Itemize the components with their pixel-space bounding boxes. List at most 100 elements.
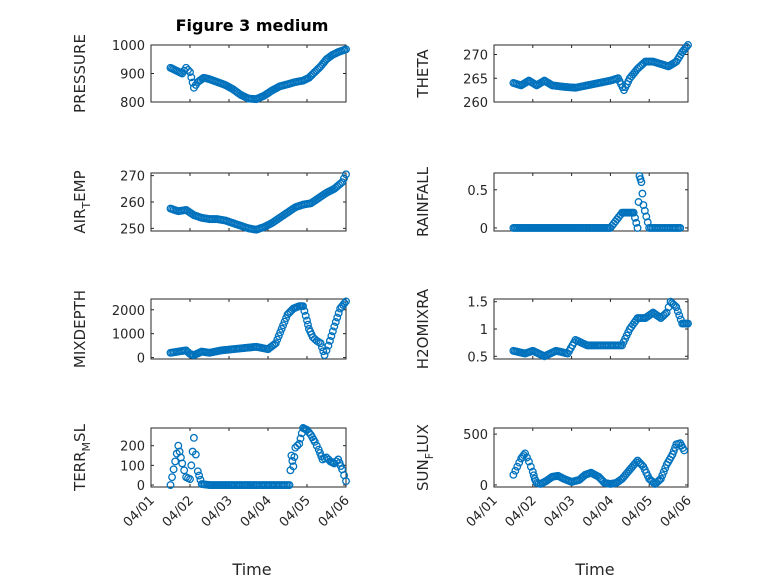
data-point [524, 457, 533, 466]
data-point [171, 457, 180, 466]
data-point [187, 73, 196, 82]
data-point [291, 443, 300, 452]
data-point [523, 453, 531, 462]
data-point [277, 324, 286, 333]
data-point [293, 441, 302, 450]
subplot-3: 250 260 270 AIRTEMP [71, 170, 350, 237]
y-tick-label: 1 [480, 323, 488, 338]
y-axis-label: MIXDEPTH [71, 290, 89, 368]
data-point [166, 481, 175, 489]
axes-frame [150, 427, 347, 488]
data-point [279, 321, 288, 330]
data-point [324, 341, 333, 350]
data-point [288, 456, 297, 465]
data-point [680, 446, 689, 455]
data-point [513, 462, 522, 471]
series-markers [166, 297, 350, 360]
x-tick-label: 04/03 [541, 493, 578, 530]
data-point [631, 213, 639, 222]
data-point [319, 347, 328, 356]
data-point [526, 462, 535, 471]
y-tick-label: 200 [120, 440, 145, 455]
y-tick-label: 900 [120, 68, 145, 83]
data-point [182, 63, 191, 72]
data-point [340, 174, 348, 183]
data-point [330, 322, 339, 331]
data-point [289, 462, 298, 471]
data-point [325, 336, 334, 345]
y-tick-label: 270 [120, 170, 145, 185]
y-tick-label: 800 [120, 96, 145, 111]
data-point [637, 178, 646, 187]
data-point [334, 309, 343, 317]
data-point [322, 346, 331, 355]
y-tick-label: 265 [463, 72, 488, 87]
data-point [195, 471, 204, 480]
y-axis-label-rest: LUX [414, 424, 432, 453]
data-point [186, 475, 194, 484]
data-point [342, 297, 350, 306]
data-point [184, 65, 192, 74]
data-point [322, 453, 331, 462]
series-markers [166, 424, 350, 489]
data-point [342, 170, 350, 179]
y-axis-label: TERRMSL [71, 423, 93, 492]
data-point [676, 223, 685, 232]
data-point [515, 458, 524, 467]
data-point [684, 319, 692, 328]
y-tick-label: 1.5 [467, 296, 488, 311]
y-tick-label: 0 [137, 479, 145, 494]
data-point [186, 68, 194, 77]
y-tick-label: 0 [137, 352, 145, 367]
data-point [327, 332, 336, 341]
y-tick-label: 1000 [112, 328, 145, 343]
data-point [632, 218, 641, 227]
data-point [320, 351, 329, 360]
data-point [629, 208, 638, 217]
data-point [299, 302, 308, 311]
figure-title: Figure 3 medium [176, 16, 329, 35]
y-axis-label-rest: SL [71, 423, 89, 442]
series-markers [509, 41, 692, 95]
data-point [312, 441, 321, 450]
series-markers [509, 172, 685, 232]
data-point [658, 471, 667, 480]
data-point [672, 303, 681, 312]
data-point [274, 332, 283, 341]
data-point [180, 466, 189, 475]
data-point [528, 467, 537, 476]
x-tick-label: 04/06 [658, 493, 695, 530]
y-axis-label-main: AIR [71, 209, 89, 234]
data-point [189, 433, 198, 442]
data-point [655, 313, 664, 321]
data-point [310, 437, 319, 446]
y-axis-label-main: TERR [71, 451, 89, 492]
y-tick-label: 0.5 [467, 184, 488, 199]
data-point [521, 449, 529, 458]
data-point [331, 318, 340, 326]
data-point [316, 339, 325, 348]
data-point [276, 328, 285, 337]
x-tick-label: 04/02 [503, 493, 540, 530]
data-point [340, 299, 349, 308]
y-tick-label: 1000 [112, 39, 145, 54]
data-point [273, 335, 282, 344]
data-point [633, 223, 642, 232]
data-point [296, 434, 305, 443]
data-point [301, 311, 310, 320]
data-point [684, 41, 692, 49]
x-tick-label: 04/05 [619, 493, 656, 530]
axes-frame [493, 44, 689, 103]
data-point [338, 178, 347, 187]
data-point [342, 45, 350, 54]
axes-frame [493, 172, 689, 232]
y-axis-label-sub: F [423, 453, 436, 459]
subplot-4: 0 0.5 RAINFALL [414, 166, 689, 237]
data-point [330, 459, 339, 468]
data-point [673, 307, 682, 316]
data-point [271, 339, 280, 348]
data-point [659, 467, 668, 476]
series-markers [509, 439, 689, 488]
